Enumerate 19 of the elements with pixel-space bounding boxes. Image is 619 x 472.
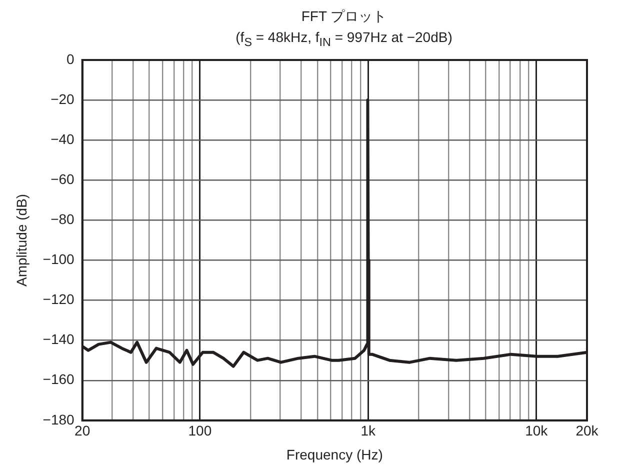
y-tick-label: −140 [42,331,75,348]
y-tick-label: −80 [50,211,75,228]
y-axis-title: Amplitude (dB) [13,194,30,286]
x-tick-label: 20k [576,422,600,439]
x-tick-label: 10k [525,422,549,439]
y-tick-label: −100 [42,251,75,268]
chart-title: FFT プロット [300,7,388,26]
y-tick-label: −60 [50,170,75,187]
x-tick-label: 20 [74,422,90,439]
chart-subtitle: (f$_{S}$ = 48kHz, f$_{IN}$ = 997Hz at −20dB) [234,28,454,51]
y-tick-label: −180 [42,411,75,428]
y-tick-label: −40 [50,130,75,147]
y-tick-label: −120 [42,291,75,308]
x-axis-title: Frequency (Hz) [286,446,383,462]
x-tick-label: 1k [360,422,377,439]
y-tick-label: −20 [50,90,75,107]
y-tick-label: 0 [66,50,75,67]
x-tick-label: 100 [188,422,212,439]
y-tick-label: −160 [42,371,75,388]
